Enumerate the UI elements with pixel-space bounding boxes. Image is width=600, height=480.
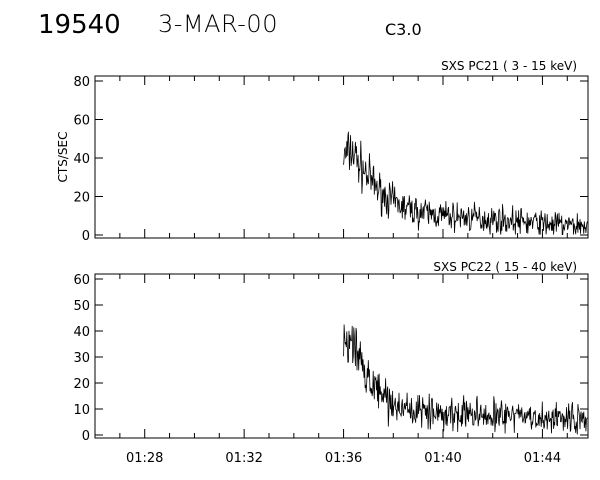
y-tick-label: 20 (73, 191, 90, 206)
plot-frame (94, 75, 589, 239)
y-tick-label: 40 (73, 152, 90, 167)
y-tick-label: 60 (73, 114, 90, 129)
x-tick-label: 01:28 (126, 451, 163, 466)
x-axis (94, 76, 568, 238)
event-id: 19540 (38, 10, 121, 40)
series-line (343, 324, 588, 435)
x-tick-label: 01:36 (325, 451, 362, 466)
y-axis-label: CTS/SEC (56, 132, 70, 183)
event-date: 3-MAR-00 (158, 10, 278, 38)
flare-class: C3.0 (385, 20, 422, 39)
panel-pc22: SXS PC22 ( 15 - 40 keV) 0 10 20 30 40 50 60 01… (73, 260, 589, 466)
y-tick-label: 40 (73, 325, 90, 340)
y-tick-label: 30 (73, 351, 90, 366)
y-tick-label: 10 (73, 403, 90, 418)
y-axis: 0 10 20 30 40 50 60 (73, 273, 588, 444)
x-tick-label: 01:32 (225, 451, 262, 466)
series-line (343, 131, 588, 235)
x-tick-label: 01:40 (424, 451, 461, 466)
panel-title: SXS PC22 ( 15 - 40 keV) (433, 260, 577, 274)
panel-title: SXS PC21 ( 3 - 15 keV) (441, 59, 577, 73)
panel-pc21: SXS PC21 ( 3 - 15 keV) 0 20 40 60 80 CTS/SEC (56, 59, 589, 244)
y-axis: 0 20 40 60 80 (73, 75, 588, 244)
y-tick-label: 60 (73, 273, 90, 288)
y-tick-label: 0 (82, 229, 90, 244)
x-axis: 01:28 01:32 01:36 01:40 01:44 (94, 274, 568, 466)
y-tick-label: 50 (73, 299, 90, 314)
y-tick-label: 20 (73, 377, 90, 392)
x-tick-label: 01:44 (524, 451, 561, 466)
y-tick-label: 80 (73, 75, 90, 90)
plot-frame (94, 273, 589, 439)
y-tick-label: 0 (82, 429, 90, 444)
